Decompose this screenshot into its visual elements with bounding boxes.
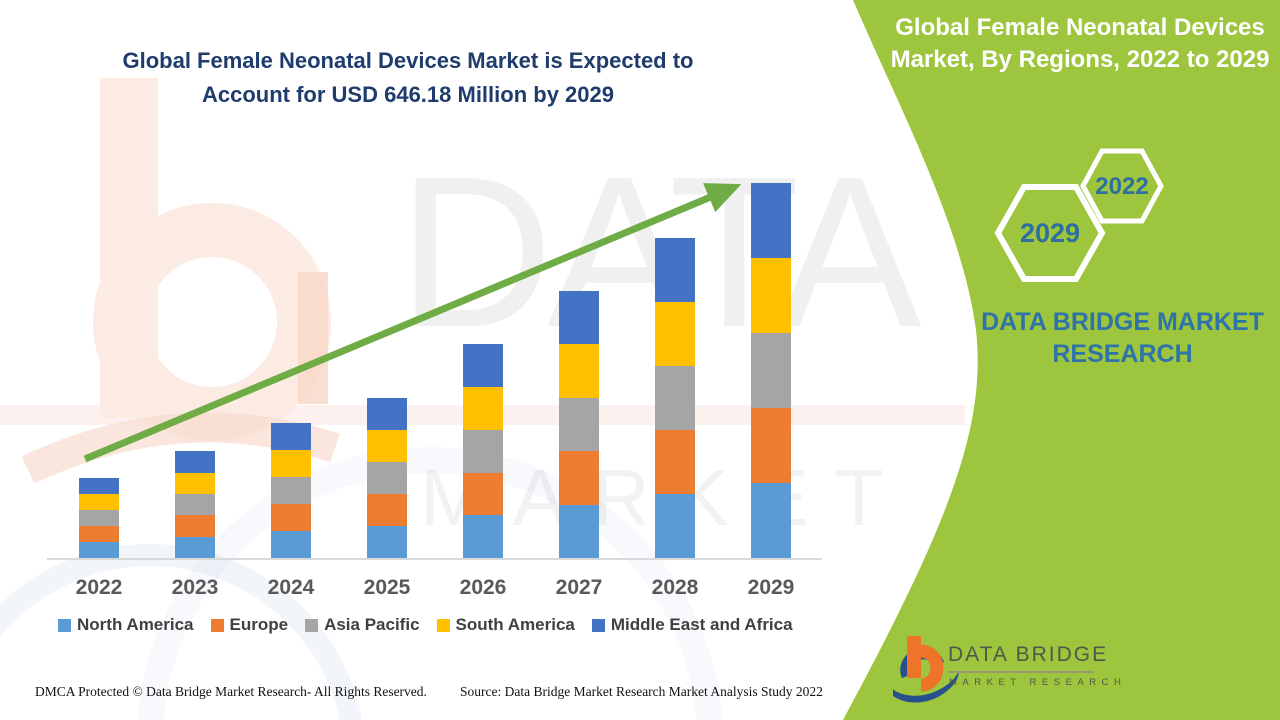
bar-segment-middle-east-and-africa-2025: [367, 397, 407, 430]
bar-segment-south-america-2029: [751, 258, 791, 333]
brand-line2: RESEARCH: [1052, 340, 1193, 368]
legend-label: Middle East and Africa: [610, 615, 793, 634]
bar-segment-europe-2022: [79, 526, 119, 543]
bar-segment-middle-east-and-africa-2024: [271, 423, 311, 451]
bar-segment-south-america-2024: [271, 450, 311, 478]
bar-segment-asia-pacific-2027: [559, 397, 599, 452]
legend-swatch: [58, 618, 71, 632]
bar-segment-south-america-2028: [655, 301, 695, 366]
legend-label: South America: [455, 615, 575, 634]
panel-title-line1: Global Female Neonatal Devices: [895, 14, 1265, 41]
x-axis-label-2028: 2028: [651, 576, 699, 599]
x-axis-label-2027: 2027: [555, 576, 603, 599]
brand-line1: DATA BRIDGE MARKET: [981, 308, 1264, 336]
bar-segment-asia-pacific-2024: [271, 477, 311, 505]
legend-label: Asia Pacific: [324, 615, 420, 634]
x-axis-label-2026: 2026: [459, 576, 507, 599]
bar-segment-middle-east-and-africa-2029: [751, 183, 791, 258]
x-axis-label-2029: 2029: [747, 576, 795, 599]
legend-item-north-america: North America: [58, 615, 194, 635]
legend-item-south-america: South America: [436, 615, 575, 635]
bar-segment-middle-east-and-africa-2028: [655, 237, 695, 302]
chart-plot: 2022 2023 2024 2025 2026 2027 2028 2029: [47, 182, 822, 599]
chart-legend: North America Europe Asia Pacific South Ame…: [58, 615, 793, 635]
bar-segment-south-america-2022: [79, 494, 119, 511]
panel-title: Global Female Neonatal Devices Market, B…: [890, 12, 1270, 76]
bar-segment-north-america-2023: [175, 536, 215, 558]
legend-label: Europe: [229, 615, 289, 634]
logo-subtitle: MARKET RESEARCH: [949, 677, 1127, 688]
bar-segment-north-america-2029: [751, 483, 791, 558]
bar-segment-north-america-2028: [655, 494, 695, 558]
bar-segment-north-america-2025: [367, 525, 407, 558]
bar-segment-europe-2028: [655, 430, 695, 494]
bar-segment-asia-pacific-2025: [367, 461, 407, 494]
legend-swatch: [591, 618, 605, 632]
page-title-line1: Global Female Neonatal Devices Market is…: [122, 48, 694, 73]
dmca-notice: DMCA Protected © Data Bridge Market Rese…: [35, 684, 427, 699]
logo-wordmark: DATA BRIDGE: [948, 643, 1109, 666]
bar-segment-europe-2024: [271, 504, 311, 532]
bar-segment-south-america-2026: [463, 387, 503, 430]
bar-segment-middle-east-and-africa-2023: [175, 451, 215, 473]
x-axis-label-2025: 2025: [363, 576, 411, 599]
bar-segment-north-america-2027: [559, 504, 599, 558]
x-axis-label-2024: 2024: [267, 576, 315, 599]
legend-item-middle-east-and-africa: Middle East and Africa: [591, 615, 793, 635]
legend-swatch: [305, 618, 319, 632]
panel-title-line2: Market, By Regions, 2022 to 2029: [890, 46, 1270, 73]
bar-segment-south-america-2027: [559, 344, 599, 398]
bar-segment-south-america-2025: [367, 429, 407, 462]
bar-segment-middle-east-and-africa-2022: [79, 478, 119, 495]
bar-segment-europe-2025: [367, 493, 407, 526]
legend-label: North America: [77, 615, 194, 634]
bar-segment-asia-pacific-2026: [463, 429, 503, 473]
page-title-line2: Account for USD 646.18 Million by 2029: [201, 82, 614, 107]
bar-segment-asia-pacific-2023: [175, 493, 215, 516]
bar-segment-middle-east-and-africa-2027: [559, 290, 599, 345]
bar-segment-north-america-2022: [79, 542, 119, 558]
bar-segment-middle-east-and-africa-2026: [463, 344, 503, 388]
x-axis-label-2023: 2023: [171, 576, 219, 599]
bar-segment-north-america-2026: [463, 515, 503, 558]
legend-item-europe: Europe: [210, 615, 289, 635]
bar-segment-asia-pacific-2022: [79, 510, 119, 527]
brand-wordmark: DATA BRIDGE MARKET RESEARCH: [955, 306, 1280, 370]
page-title: Global Female Neonatal Devices Market is…: [88, 44, 728, 112]
bar-segment-asia-pacific-2029: [751, 333, 791, 408]
bar-segment-europe-2029: [751, 408, 791, 483]
bar-segment-asia-pacific-2028: [655, 365, 695, 430]
bar-segment-europe-2026: [463, 472, 503, 516]
x-axis-line: [47, 558, 822, 560]
bar-segment-south-america-2023: [175, 472, 215, 494]
x-axis-label-2022: 2022: [75, 576, 123, 599]
bar-segment-europe-2023: [175, 515, 215, 537]
bar-segment-europe-2027: [559, 451, 599, 505]
legend-swatch: [436, 618, 450, 632]
bar-segment-north-america-2024: [271, 531, 311, 558]
logo-underline: [948, 671, 1094, 673]
legend-swatch: [210, 618, 224, 632]
source-note: Source: Data Bridge Market Research Mark…: [460, 684, 823, 699]
legend-item-asia-pacific: Asia Pacific: [305, 615, 420, 635]
